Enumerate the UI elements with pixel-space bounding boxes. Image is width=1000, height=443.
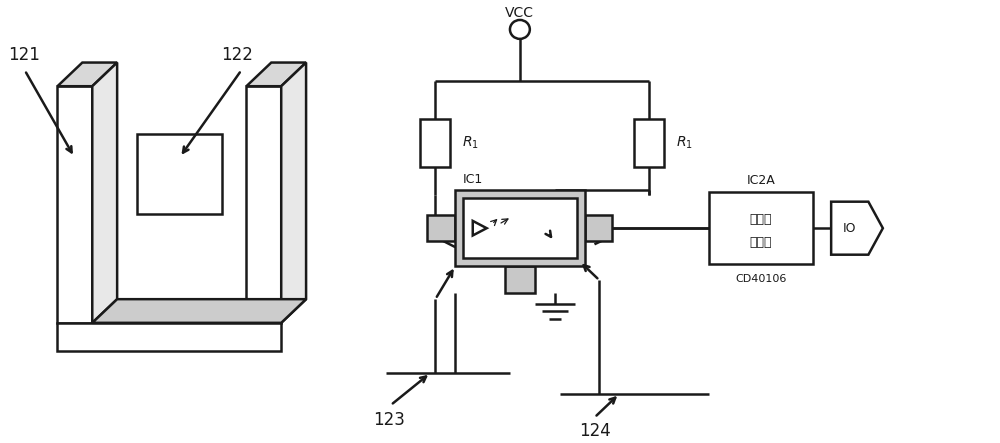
Polygon shape: [246, 86, 281, 323]
Polygon shape: [831, 202, 883, 255]
Text: $R_1$: $R_1$: [676, 135, 693, 151]
Bar: [137, 133, 222, 214]
Bar: [585, 215, 612, 241]
Bar: [463, 198, 577, 258]
Polygon shape: [281, 62, 306, 323]
Text: 施密特: 施密特: [750, 213, 772, 226]
Text: 123: 123: [373, 411, 405, 429]
Text: IC2A: IC2A: [747, 174, 775, 187]
Bar: [709, 192, 813, 264]
Bar: [505, 266, 535, 292]
Bar: [427, 215, 455, 241]
Text: IO: IO: [842, 222, 856, 235]
Text: VCC: VCC: [505, 6, 534, 20]
Text: 124: 124: [580, 422, 611, 440]
Text: 121: 121: [8, 47, 40, 64]
Text: CD40106: CD40106: [735, 274, 787, 284]
Polygon shape: [246, 62, 306, 86]
Polygon shape: [92, 299, 306, 323]
Bar: [634, 119, 664, 167]
Polygon shape: [57, 62, 117, 86]
Text: IC1: IC1: [463, 173, 483, 186]
Bar: [420, 119, 450, 167]
Polygon shape: [57, 323, 281, 351]
Polygon shape: [57, 86, 92, 323]
Bar: [455, 190, 585, 266]
Text: 触发器: 触发器: [750, 236, 772, 249]
Text: $R_1$: $R_1$: [462, 135, 479, 151]
Polygon shape: [92, 62, 117, 323]
Text: 122: 122: [222, 47, 253, 64]
